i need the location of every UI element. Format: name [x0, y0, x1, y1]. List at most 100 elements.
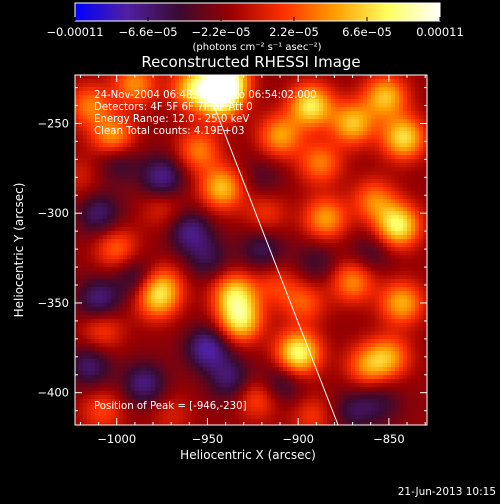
heatmap-cell [271, 291, 275, 295]
heatmap-cell [399, 251, 403, 255]
heatmap-cell [419, 83, 423, 87]
heatmap-cell [167, 267, 171, 271]
heatmap-cell [391, 263, 395, 267]
heatmap-cell [287, 227, 291, 231]
heatmap-cell [103, 287, 107, 291]
heatmap-cell [111, 187, 115, 191]
heatmap-cell [243, 299, 247, 303]
heatmap-cell [83, 151, 87, 155]
heatmap-cell [235, 275, 239, 279]
heatmap-cell [183, 279, 187, 283]
heatmap-cell [411, 191, 415, 195]
heatmap-cell [199, 215, 203, 219]
heatmap-cell [327, 219, 331, 223]
heatmap-cell [147, 75, 151, 79]
heatmap-cell [199, 143, 203, 147]
heatmap-cell [195, 147, 199, 151]
heatmap-cell [271, 155, 275, 159]
heatmap-cell [247, 167, 251, 171]
heatmap-cell [163, 275, 167, 279]
heatmap-cell [167, 187, 171, 191]
heatmap-cell [335, 211, 339, 215]
heatmap-cell [291, 103, 295, 107]
heatmap-cell [311, 75, 315, 79]
heatmap-cell [399, 175, 403, 179]
heatmap-cell [103, 239, 107, 243]
heatmap-cell [379, 151, 383, 155]
heatmap-cell [187, 207, 191, 211]
heatmap-cell [91, 235, 95, 239]
heatmap-cell [131, 159, 135, 163]
heatmap-cell [75, 95, 79, 99]
heatmap-cell [331, 211, 335, 215]
heatmap-cell [299, 83, 303, 87]
heatmap-cell [207, 243, 211, 247]
heatmap-cell [119, 171, 123, 175]
heatmap-cell [319, 195, 323, 199]
heatmap-cell [239, 211, 243, 215]
heatmap-cell [315, 75, 319, 79]
heatmap-cell [99, 259, 103, 263]
heatmap-cell [155, 75, 159, 79]
heatmap-cell [355, 267, 359, 271]
heatmap-cell [339, 267, 343, 271]
heatmap-cell [171, 199, 175, 203]
heatmap-cell [315, 203, 319, 207]
heatmap-cell [207, 143, 211, 147]
heatmap-cell [171, 287, 175, 291]
heatmap-cell [107, 203, 111, 207]
heatmap-cell [203, 139, 207, 143]
heatmap-cell [255, 259, 259, 263]
heatmap-cell [375, 127, 379, 131]
colorbar-tick-label: −2.2e−05 [191, 25, 250, 39]
heatmap-cell [387, 263, 391, 267]
heatmap-cell [307, 235, 311, 239]
heatmap-cell [83, 115, 87, 119]
heatmap-cell [115, 287, 119, 291]
heatmap-cell [379, 143, 383, 147]
heatmap-cell [87, 299, 91, 303]
heatmap-cell [347, 91, 351, 95]
heatmap-cell [147, 227, 151, 231]
heatmap-cell [135, 163, 139, 167]
heatmap-cell [279, 195, 283, 199]
heatmap-cell [347, 167, 351, 171]
heatmap-cell [87, 283, 91, 287]
heatmap-cell [283, 131, 287, 135]
heatmap-cell [287, 139, 291, 143]
heatmap-cell [327, 99, 331, 103]
heatmap-cell [275, 159, 279, 163]
heatmap-cell [291, 135, 295, 139]
heatmap-cell [179, 295, 183, 299]
heatmap-cell [419, 243, 423, 247]
heatmap-cell [75, 131, 79, 135]
heatmap-cell [335, 291, 339, 295]
heatmap-cell [267, 143, 271, 147]
heatmap-cell [111, 203, 115, 207]
heatmap-cell [255, 243, 259, 247]
heatmap-cell [319, 79, 323, 83]
heatmap-cell [387, 175, 391, 179]
heatmap-cell [379, 175, 383, 179]
heatmap-cell [203, 191, 207, 195]
heatmap-cell [367, 151, 371, 155]
heatmap-cell [375, 155, 379, 159]
heatmap-cell [191, 175, 195, 179]
heatmap-cell [119, 235, 123, 239]
heatmap-cell [347, 227, 351, 231]
heatmap-cell [299, 147, 303, 151]
heatmap-cell [359, 279, 363, 283]
heatmap-cell [379, 111, 383, 115]
heatmap-cell [119, 75, 123, 79]
heatmap-cell [239, 255, 243, 259]
heatmap-cell [159, 191, 163, 195]
heatmap-cell [151, 159, 155, 163]
heatmap-cell [83, 275, 87, 279]
heatmap-cell [163, 271, 167, 275]
heatmap-cell [339, 227, 343, 231]
heatmap-cell [183, 227, 187, 231]
heatmap-cell [371, 179, 375, 183]
heatmap-cell [371, 123, 375, 127]
heatmap-cell [275, 251, 279, 255]
heatmap-cell [279, 203, 283, 207]
